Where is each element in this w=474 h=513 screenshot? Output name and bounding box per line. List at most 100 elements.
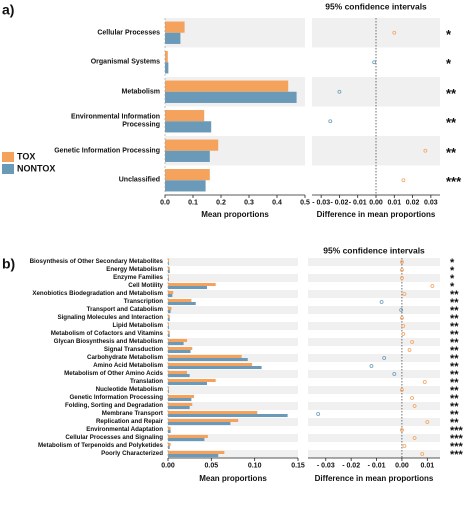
significance: ** [450, 392, 459, 405]
bar [168, 362, 253, 366]
bar [168, 438, 205, 442]
category-label: Organismal Systems [90, 58, 160, 66]
significance: * [450, 280, 455, 293]
x-tick-label: 0.5 [300, 199, 310, 207]
category-label: Metabolism of Cofactors and Vitamins [50, 329, 163, 337]
bar [168, 390, 169, 394]
chart-title: 95% confidence intervals [323, 245, 425, 256]
difference-point [402, 444, 407, 448]
category-label: Energy Metabolism [106, 265, 163, 273]
significance: *** [450, 440, 463, 453]
difference-point [399, 308, 404, 312]
x-axis-label: Difference in mean proportions [316, 209, 436, 219]
bar [168, 442, 171, 446]
bar [168, 282, 216, 286]
significance: *** [446, 174, 462, 190]
row-band [168, 386, 298, 394]
bar [168, 262, 169, 266]
x-axis-label: Mean proportions [199, 473, 267, 483]
x-tick-label: 0.01 [387, 199, 402, 207]
significance: ** [450, 336, 459, 349]
category-label: Amino Acid Metabolism [93, 361, 163, 369]
significance: ** [450, 400, 459, 413]
row-band [308, 266, 440, 274]
difference-point [400, 428, 404, 432]
legend-swatch [2, 164, 14, 174]
x-tick-label: 0.01 [420, 462, 435, 470]
bar [168, 394, 194, 398]
row-band [308, 282, 440, 290]
bar [168, 350, 191, 354]
row-band [168, 306, 298, 314]
bar [168, 270, 170, 274]
x-tick-label: - 0.02 [330, 199, 349, 207]
category-label: Biosynthesis of Other Secondary Metaboli… [29, 257, 163, 265]
significance: ** [446, 115, 457, 131]
significance: ** [450, 312, 459, 325]
row-band [308, 386, 440, 394]
difference-point [379, 300, 384, 304]
difference-point [400, 388, 404, 392]
difference-point [316, 412, 321, 416]
category-label: Signal Transduction [103, 345, 163, 353]
x-tick-label: - 0.02 [342, 462, 361, 470]
difference-point [422, 380, 427, 384]
bar [168, 378, 216, 382]
bar [165, 32, 181, 44]
significance: ** [450, 288, 459, 301]
row-band [308, 290, 440, 298]
bar [168, 330, 170, 334]
bar [168, 318, 170, 322]
category-label: Replication and Repair [95, 417, 163, 425]
category-label: Genetic Information Processing [54, 147, 160, 155]
bar [168, 342, 184, 346]
x-tick-label: 0.03 [424, 199, 438, 207]
row-band [168, 290, 298, 298]
difference-point [400, 260, 404, 264]
bar [168, 410, 258, 414]
row-band [308, 450, 440, 458]
row-band [168, 258, 298, 266]
category-label: Folding, Sorting and Degradation [65, 401, 163, 409]
row-band [308, 306, 440, 314]
row-band [308, 346, 440, 354]
bar [165, 169, 210, 181]
difference-point [410, 396, 414, 400]
x-tick-label: - 0.03 [312, 199, 331, 207]
category-label: Poorly Characterized [101, 449, 163, 457]
x-tick-label: 0.10 [247, 462, 262, 470]
bar [168, 338, 188, 342]
x-tick-label: - 0.03 [316, 462, 335, 470]
bar [168, 286, 207, 290]
row-band [168, 330, 298, 338]
x-tick-label: 0.1 [188, 199, 198, 207]
category-label: Enzyme Families [113, 273, 163, 281]
x-tick-label: 0.00 [369, 199, 383, 207]
bar [165, 150, 210, 162]
category-label: Carbohydrate Metabolism [87, 353, 163, 361]
x-tick-label: 0.2 [216, 199, 226, 207]
x-axis-label: Difference in mean proportions [314, 473, 434, 483]
legend-swatch [2, 152, 14, 162]
significance: *** [450, 432, 463, 445]
significance: *** [450, 448, 463, 461]
row-band [168, 282, 298, 290]
row-band [168, 346, 298, 354]
category-label: Genetic Information Processing [69, 393, 163, 401]
category-label: Transcription [123, 297, 163, 305]
row-band [168, 314, 298, 322]
bar [165, 80, 289, 92]
legend-label: NONTOX [17, 163, 56, 174]
bar [168, 398, 192, 402]
row-band [308, 434, 440, 442]
significance: * [446, 56, 452, 72]
row-band [308, 354, 440, 362]
bar [168, 314, 170, 318]
significance: ** [450, 416, 459, 429]
panel-label: a) [2, 1, 15, 18]
category-label: Unclassified [118, 176, 160, 184]
row-band [168, 370, 298, 378]
significance: *** [450, 424, 463, 437]
difference-point [412, 404, 417, 408]
